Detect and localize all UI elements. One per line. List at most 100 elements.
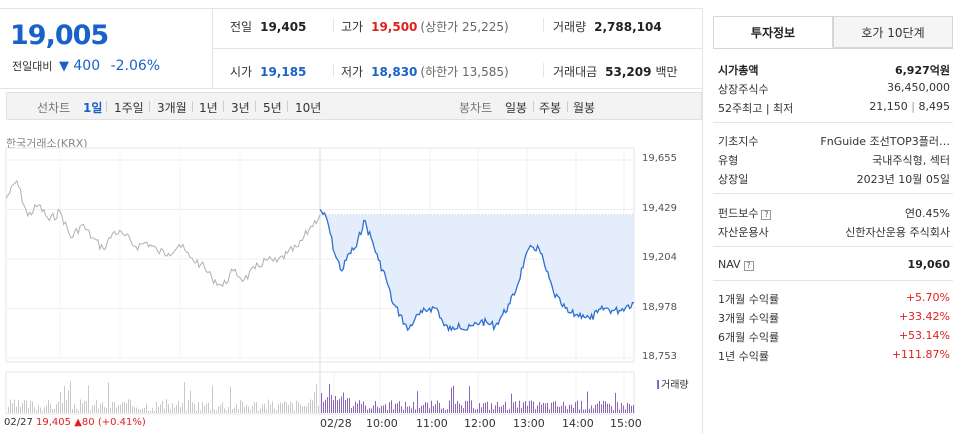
volume-bar-today	[543, 402, 544, 413]
volume-bar-prev	[192, 402, 193, 413]
volume-bar-today	[425, 402, 426, 413]
volume-bar-prev	[244, 406, 245, 413]
volume-bar-prev	[318, 406, 319, 413]
volume-bar-prev	[170, 409, 171, 413]
x-tick-label: 13:00	[513, 417, 545, 430]
volume-bar-today	[611, 405, 612, 413]
volume-bar-today	[427, 402, 428, 413]
prev-day-line	[5, 179, 321, 288]
volume-bar-today	[343, 392, 344, 413]
volume-bar-prev	[120, 405, 121, 413]
change-amount: 400	[73, 58, 101, 74]
volume-bar-today	[527, 405, 528, 413]
volume-bar-prev	[84, 400, 85, 413]
volume-bar-today	[365, 405, 366, 413]
volume-bar-prev	[166, 399, 167, 413]
volume-bar-today	[421, 405, 422, 413]
volume-bar-today	[517, 407, 518, 413]
volume-bar-today	[415, 409, 416, 413]
tab-3month[interactable]: 3개월	[157, 101, 187, 115]
volume-bar-today	[565, 405, 566, 413]
tab-weekly-candle[interactable]: 주봉	[539, 101, 562, 115]
volume-bar-prev	[36, 409, 37, 413]
volume-bar-prev	[186, 410, 187, 413]
help-icon[interactable]: ?	[743, 261, 754, 271]
volume-bar-today	[625, 409, 626, 413]
volume-bar-today	[487, 401, 488, 413]
volume-bar-today	[623, 405, 624, 413]
volume-bar-prev	[138, 408, 139, 413]
volume-bar-today	[353, 405, 354, 413]
tab-10year[interactable]: 10년	[295, 101, 322, 115]
volume-bar-today	[377, 406, 378, 413]
tab-orderbook-10[interactable]: 호가 10단계	[833, 16, 953, 48]
volume-bar-prev	[110, 408, 111, 413]
tab-investment-info[interactable]: 투자정보	[713, 16, 833, 48]
tab-1year[interactable]: 1년	[199, 101, 218, 115]
tab-1week[interactable]: 1주일	[114, 101, 144, 115]
volume-bar-today	[369, 408, 370, 413]
price-chart[interactable]	[0, 0, 702, 434]
volume-bar-today	[403, 409, 404, 413]
volume-bar-prev	[128, 399, 129, 413]
volume-bar-prev	[68, 390, 69, 413]
volume-bar-today	[593, 408, 594, 413]
volume-bar-today	[335, 395, 336, 413]
summary-low: 저가 18,830 (하한가 13,585)	[341, 65, 509, 79]
volume-bar-today	[371, 408, 372, 413]
volume-bar-prev	[74, 404, 75, 413]
volume-bar-prev	[176, 404, 177, 413]
volume-bar-today	[495, 405, 496, 413]
volume-bar-today	[471, 400, 472, 413]
summary-open: 시가 19,185	[230, 65, 307, 79]
tab-daily-candle[interactable]: 일봉	[505, 101, 528, 115]
volume-bar-prev	[154, 410, 155, 413]
volume-bar-prev	[52, 408, 53, 413]
volume-bar-today	[385, 404, 386, 413]
volume-bar-today	[501, 406, 502, 413]
volume-bar-today	[413, 401, 414, 413]
today-fill-area	[320, 209, 634, 331]
exchange-label: 한국거래소(KRX)	[6, 137, 88, 150]
volume-bar-prev	[158, 406, 159, 413]
tab-1day[interactable]: 1일	[83, 101, 103, 115]
volume-bar-today	[325, 399, 326, 413]
volume-bar-prev	[228, 407, 229, 413]
volume-bar-today	[521, 407, 522, 413]
today-price-line	[319, 209, 634, 333]
volume-bar-prev	[200, 410, 201, 413]
volume-bar-today	[479, 403, 480, 413]
volume-bar-prev	[268, 399, 269, 413]
volume-bar-prev	[296, 400, 297, 413]
volume-bar-today	[429, 408, 430, 413]
candle-chart-label: 봉차트	[459, 101, 493, 115]
volume-bar-today	[557, 406, 558, 413]
volume-bar-prev	[72, 409, 73, 413]
volume-bar-today	[567, 408, 568, 413]
volume-bar-today	[363, 401, 364, 413]
volume-bar-prev	[46, 405, 47, 413]
volume-bar-today	[485, 402, 486, 413]
tab-5year[interactable]: 5년	[263, 101, 282, 115]
volume-bar-today	[575, 402, 576, 413]
x-tick-label: 11:00	[416, 417, 448, 430]
volume-bar-today	[627, 402, 628, 413]
volume-bar-prev	[28, 408, 29, 413]
volume-bar-today	[581, 400, 582, 413]
volume-bar-prev	[102, 402, 103, 413]
volume-bar-today	[443, 408, 444, 413]
tab-monthly-candle[interactable]: 월봉	[573, 101, 596, 115]
volume-bar-today	[571, 404, 572, 413]
volume-bar-prev	[284, 401, 285, 413]
volume-bar-prev	[246, 404, 247, 413]
volume-bar-today	[445, 409, 446, 413]
volume-bar-today	[457, 400, 458, 413]
tab-3year[interactable]: 3년	[231, 101, 250, 115]
volume-bar-prev	[182, 403, 183, 413]
volume-bar-today	[525, 401, 526, 413]
volume-bar-prev	[266, 409, 267, 413]
volume-bar-prev	[174, 407, 175, 413]
current-price: 19,005	[10, 20, 109, 51]
volume-bar-today	[387, 409, 388, 413]
help-icon[interactable]: ?	[761, 210, 772, 220]
